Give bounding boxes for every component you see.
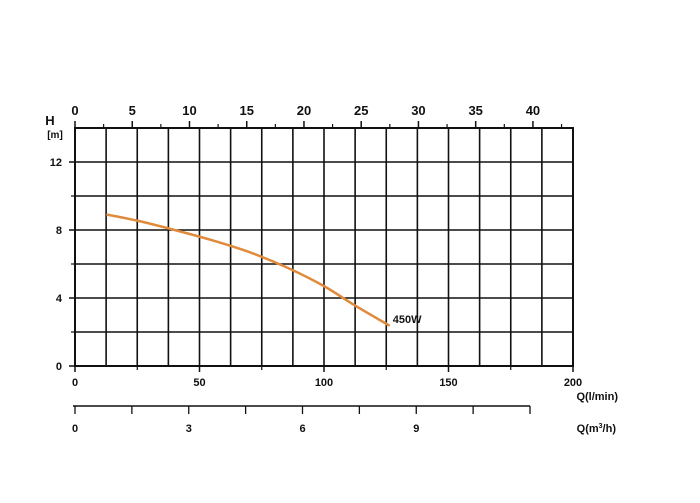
series-label-450w: 450W [393,314,422,326]
y-tick-label: 0 [56,361,62,373]
secondary-tick-label: 3 [186,423,192,435]
secondary-tick-label: 9 [413,423,419,435]
axes: 0 50 100 150 200 0 5 10 15 20 25 30 35 40 0 4 8 12 0 3 6 9 [50,103,582,435]
x-axis-label: Q(l/min) [576,391,618,403]
top-tick-label: 35 [468,103,482,118]
top-tick-label: 5 [129,103,136,118]
top-tick-label: 15 [239,103,253,118]
top-tick-label: 40 [526,103,540,118]
top-tick-label: 25 [354,103,368,118]
y-axis-unit: [m] [47,130,63,141]
grid [75,128,573,366]
x-tick-label: 100 [315,377,333,389]
y-tick-label: 4 [56,293,63,305]
secondary-axis-label: Q(m3/h) [577,423,617,435]
top-tick-label: 0 [71,103,78,118]
top-tick-label: 10 [182,103,196,118]
series-line-450w [106,213,390,327]
y-axis-label: H [45,113,54,128]
x-tick-label: 200 [564,377,582,389]
top-tick-label: 30 [411,103,425,118]
secondary-tick-label: 0 [72,423,78,435]
x-tick-label: 150 [439,377,457,389]
y-tick-label: 12 [50,157,62,169]
secondary-tick-label: 6 [299,423,305,435]
top-tick-label: 20 [297,103,311,118]
x-tick-label: 50 [193,377,205,389]
x-tick-label: 0 [72,377,78,389]
y-tick-label: 8 [56,225,62,237]
